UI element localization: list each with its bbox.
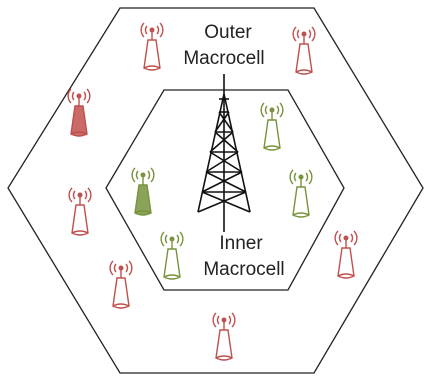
outer-small-cell-antenna-icon	[334, 230, 358, 279]
outer-macrocell-hexagon	[7, 7, 424, 374]
inner-small-cell-antenna-icon	[289, 169, 313, 218]
inner-small-cell-antenna-icon	[160, 231, 184, 280]
outer-small-cell-antenna-icon	[212, 312, 236, 361]
outer-macrocell-label-line1: Outer	[204, 22, 252, 43]
outer-small-cell-antenna-icon	[67, 88, 91, 137]
inner-small-cell-antenna-icon	[260, 102, 284, 151]
inner-macrocell-label-line2: Macrocell	[203, 259, 284, 280]
inner-macrocell-hexagon	[105, 89, 345, 291]
outer-small-cell-antenna-icon	[292, 26, 316, 75]
inner-macrocell-label-line1: Inner	[219, 233, 263, 254]
small-cell-antennas	[67, 22, 358, 361]
outer-small-cell-antenna-icon	[109, 260, 133, 309]
inner-small-cell-antenna-icon	[131, 167, 155, 216]
macrocell-tower-icon	[197, 74, 251, 232]
outer-small-cell-antenna-icon	[68, 187, 92, 236]
outer-small-cell-antenna-icon	[140, 22, 164, 71]
outer-macrocell-label-line2: Macrocell	[183, 48, 264, 69]
